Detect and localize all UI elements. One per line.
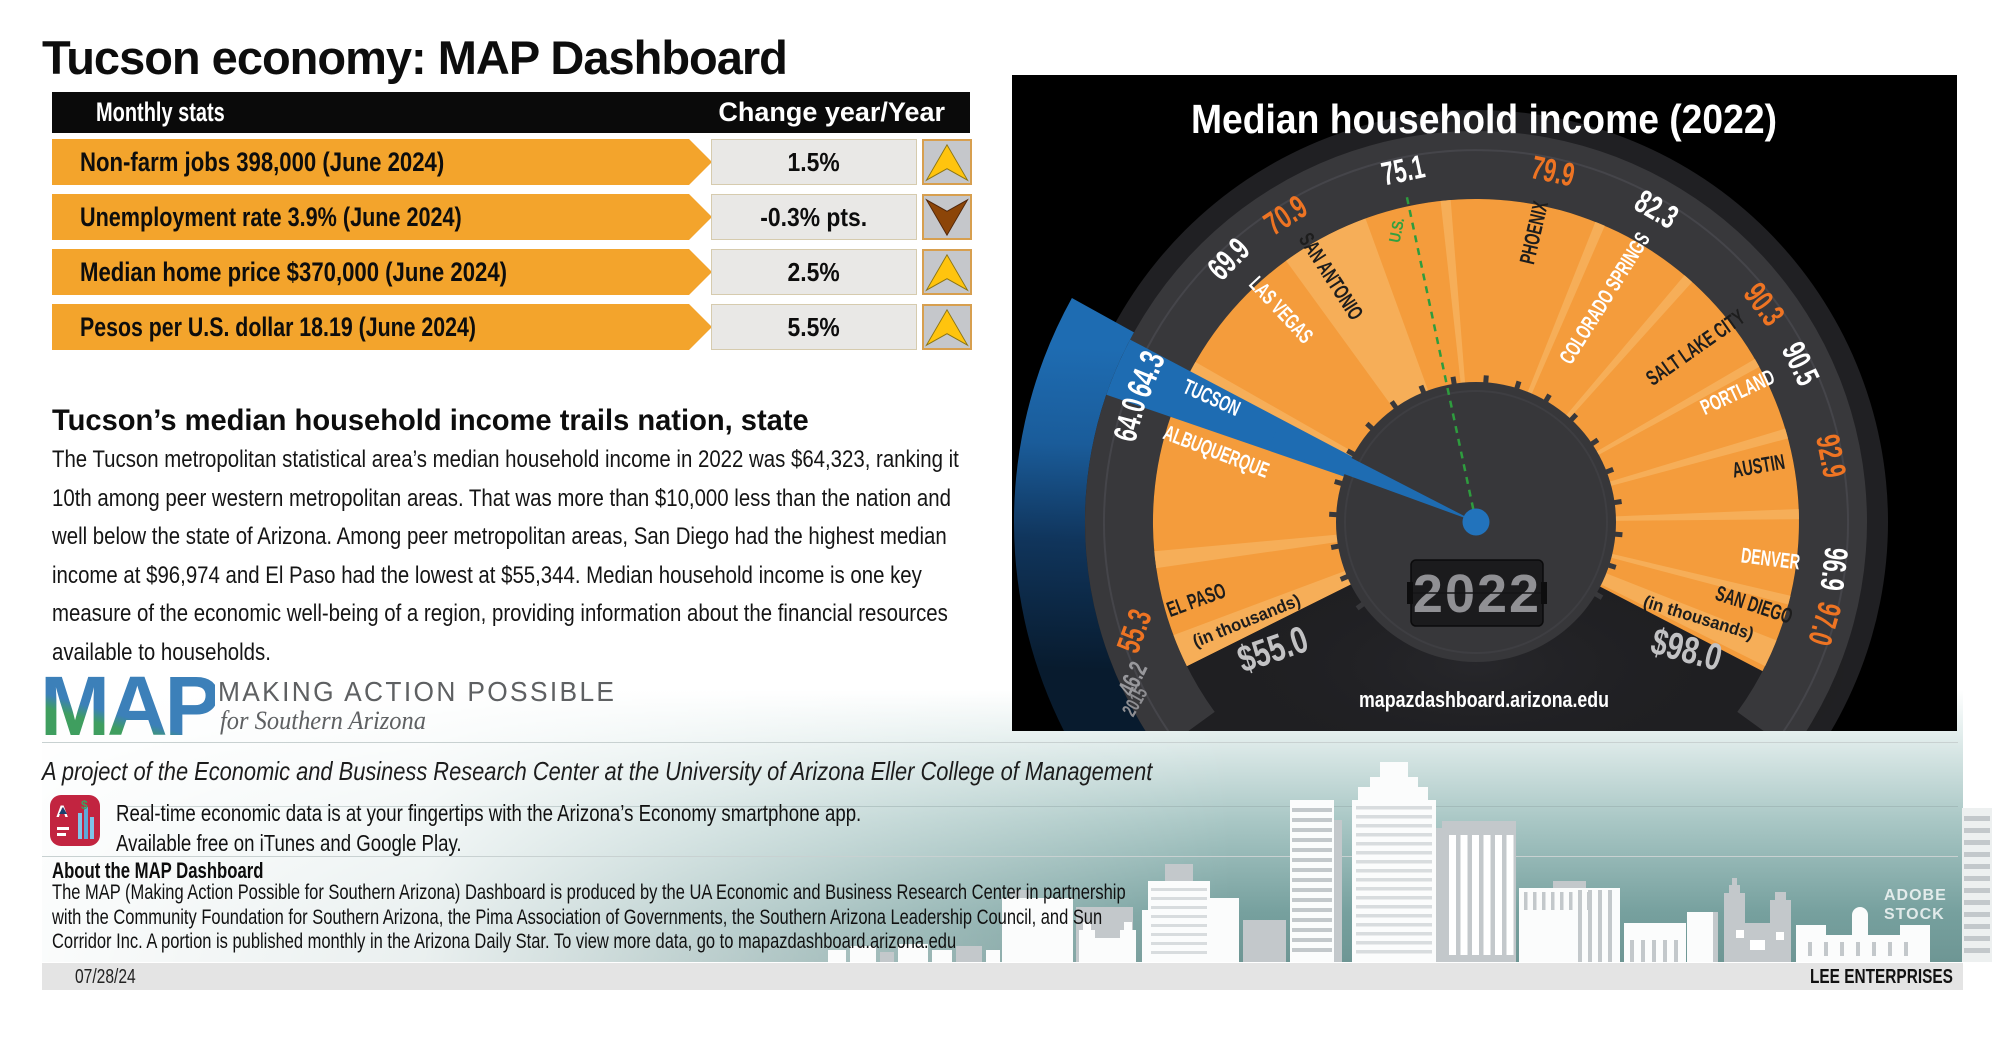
svg-text:$: $ [81, 798, 88, 812]
svg-text:92.9: 92.9 [1809, 431, 1853, 480]
svg-text:mapazdashboard.arizona.edu: mapazdashboard.arizona.edu [1359, 687, 1609, 712]
svg-text:75.1: 75.1 [1378, 148, 1428, 193]
svg-text:2022: 2022 [1413, 564, 1541, 624]
svg-text:96.9: 96.9 [1813, 545, 1854, 592]
svg-text:79.9: 79.9 [1528, 149, 1578, 194]
svg-text:MAP: MAP [40, 664, 215, 744]
svg-text:U.S.: U.S. [1387, 216, 1409, 244]
svg-text:Median household income (2022): Median household income (2022) [1191, 96, 1777, 142]
